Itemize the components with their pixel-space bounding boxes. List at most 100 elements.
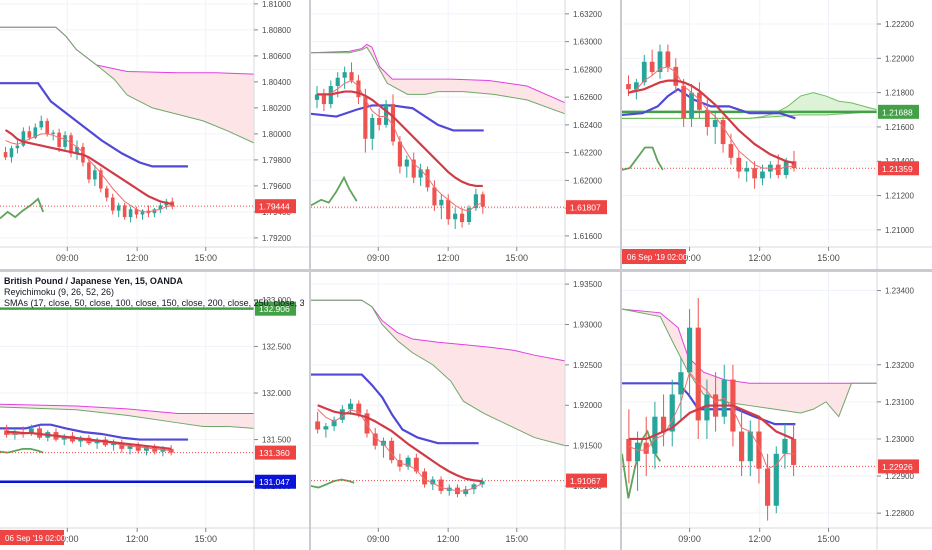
candle[interactable] (377, 108, 382, 131)
candle[interactable] (152, 208, 157, 218)
candle[interactable] (678, 357, 684, 421)
candle[interactable] (411, 152, 416, 184)
candle[interactable] (390, 94, 396, 146)
candle[interactable] (119, 439, 125, 453)
candle[interactable] (704, 379, 710, 439)
chart-pane-bottom-middle[interactable]: 1.93500 1.93000 1.92500 1.92000 1.91500 1.910… (311, 272, 620, 550)
candle[interactable] (342, 66, 347, 89)
candle[interactable] (439, 194, 444, 220)
candle[interactable] (765, 453, 771, 521)
chart-pane-top-right[interactable]: 1.222001.220001.218001.216001.214001.212… (622, 0, 932, 269)
candle[interactable] (695, 297, 701, 439)
candle[interactable] (689, 84, 694, 127)
candle[interactable] (321, 88, 326, 112)
candle[interactable] (418, 163, 423, 186)
candle[interactable] (140, 209, 145, 220)
chart-pane-bottom-right[interactable]: 1.23400 1.23200 1.23100 1.23000 1.22900 1.228… (622, 272, 932, 550)
candle[interactable] (453, 208, 458, 229)
candle[interactable] (479, 477, 485, 488)
candle[interactable] (471, 482, 477, 495)
candle[interactable] (438, 476, 444, 495)
candle[interactable] (128, 206, 133, 223)
last-price-label[interactable]: 1.61807 (566, 200, 607, 215)
candle[interactable] (21, 127, 26, 147)
candle[interactable] (323, 423, 329, 438)
candle[interactable] (413, 453, 419, 474)
candle[interactable] (720, 116, 726, 153)
candle[interactable] (15, 140, 20, 154)
candle[interactable] (686, 309, 693, 395)
candle[interactable] (738, 409, 745, 477)
candle[interactable] (87, 159, 91, 184)
candle[interactable] (773, 446, 779, 514)
candle[interactable] (110, 193, 115, 215)
candle[interactable] (673, 58, 679, 93)
candle[interactable] (397, 453, 403, 472)
last-price-label[interactable]: 1.91067 (566, 473, 607, 488)
candle[interactable] (158, 202, 163, 214)
chart-pane-top-left[interactable]: 1.81000 1.80800 1.80600 1.80400 1.80200 1.800… (0, 0, 309, 269)
candle[interactable] (134, 206, 139, 219)
last-price-label[interactable]: 1.79444 (255, 199, 296, 214)
indicator-sma-label[interactable]: SMAs (17, close, 50, close, 100, close, … (4, 298, 304, 308)
indicator-ichimoku-label[interactable]: Reyichimoku (9, 26, 52, 26) (4, 287, 115, 297)
candle[interactable] (69, 132, 73, 158)
candle[interactable] (122, 202, 127, 220)
candle[interactable] (669, 379, 675, 447)
candle[interactable] (634, 431, 641, 491)
candle[interactable] (432, 180, 437, 211)
candle[interactable] (697, 82, 702, 119)
candle[interactable] (791, 424, 797, 477)
vertical-divider-2[interactable] (620, 0, 622, 550)
candle[interactable] (363, 88, 368, 153)
candle[interactable] (99, 167, 103, 193)
candle[interactable] (681, 78, 687, 127)
candle[interactable] (460, 208, 465, 228)
candle[interactable] (660, 394, 667, 447)
last-price-label[interactable]: 131.360 (255, 445, 296, 460)
candle[interactable] (331, 416, 337, 432)
candle[interactable] (744, 161, 750, 182)
candle[interactable] (473, 188, 478, 211)
candle[interactable] (104, 185, 109, 202)
candle[interactable] (643, 416, 649, 477)
candle[interactable] (75, 140, 79, 160)
last-price-label[interactable]: 1.21359 (878, 161, 919, 176)
candle[interactable] (782, 424, 788, 469)
candle[interactable] (747, 420, 753, 477)
candle[interactable] (39, 115, 44, 130)
candle[interactable] (63, 131, 67, 150)
vertical-divider-1[interactable] (309, 0, 311, 550)
candle[interactable] (649, 49, 655, 76)
candle[interactable] (704, 99, 710, 136)
candle[interactable] (736, 150, 742, 179)
candle[interactable] (405, 455, 411, 470)
candle[interactable] (657, 44, 663, 79)
candle[interactable] (466, 205, 472, 225)
candle[interactable] (380, 437, 386, 458)
candle[interactable] (626, 75, 631, 97)
candle[interactable] (626, 409, 632, 484)
candle[interactable] (756, 416, 762, 484)
candle[interactable] (752, 161, 757, 189)
candle[interactable] (116, 202, 121, 218)
candle[interactable] (372, 427, 378, 450)
level-price-label[interactable]: 132.906 (255, 301, 296, 316)
candle[interactable] (721, 364, 727, 425)
candle[interactable] (9, 145, 14, 163)
candle[interactable] (767, 161, 773, 179)
last-price-label[interactable]: 1.22926 (878, 459, 919, 474)
candle[interactable] (791, 150, 797, 172)
candle[interactable] (356, 74, 361, 105)
horizontal-divider[interactable] (0, 269, 932, 272)
candle[interactable] (314, 86, 320, 109)
candle[interactable] (712, 113, 718, 145)
candle[interactable] (57, 128, 61, 153)
chart-pane-top-middle[interactable]: 1.63200 1.63000 1.62800 1.62600 1.62400 1.622… (311, 0, 620, 269)
candle[interactable] (422, 468, 428, 488)
candle[interactable] (315, 411, 321, 434)
candle[interactable] (364, 409, 370, 438)
candle[interactable] (370, 113, 375, 150)
candle[interactable] (93, 165, 97, 186)
chart-pane-bottom-left[interactable]: 133.000132.500132.000131.500131.00009:00… (0, 272, 309, 550)
